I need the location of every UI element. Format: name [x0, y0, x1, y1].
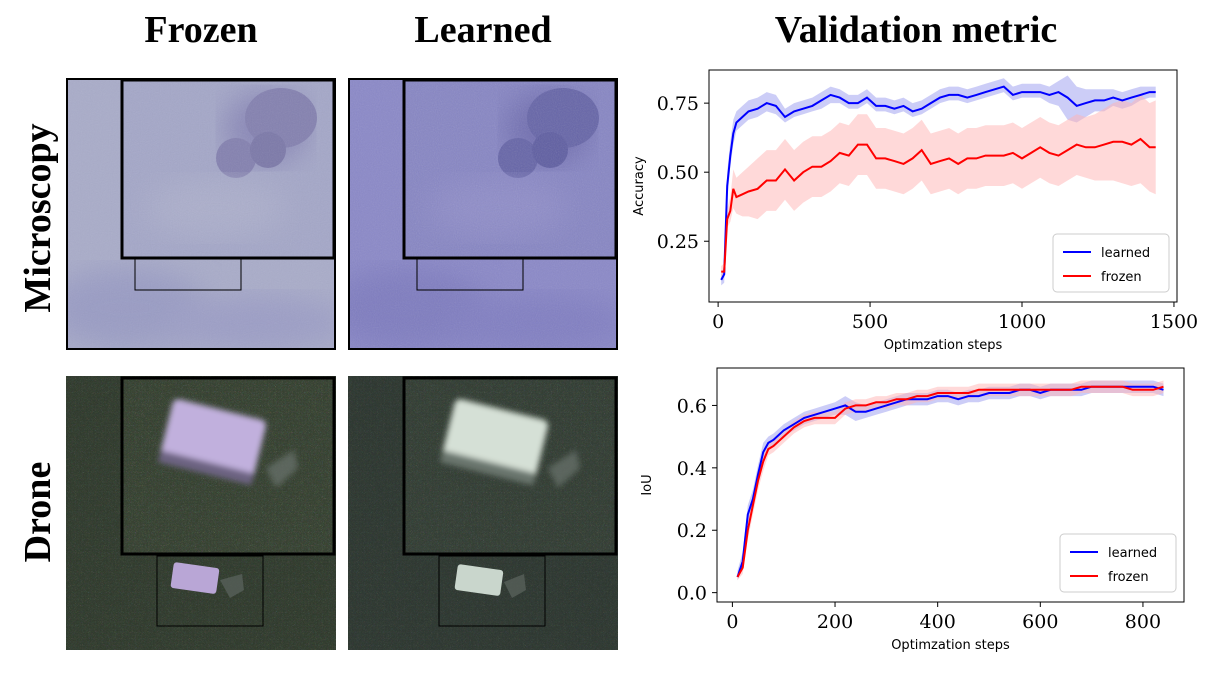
iou-legend-label-frozen: frozen [1108, 570, 1149, 585]
drone-learned-image [348, 376, 618, 650]
drone-frozen-image [66, 376, 336, 650]
iou-xtick-label: 200 [817, 611, 853, 633]
accuracy-xtick-label: 0 [712, 311, 724, 333]
iou-ytick-label: 0.0 [677, 583, 707, 605]
accuracy-line-learned [720, 85, 1156, 281]
accuracy-xtick-label: 1500 [1150, 311, 1198, 333]
iou-xtick-label: 0 [726, 611, 738, 633]
accuracy-ylabel: Accuracy [632, 156, 647, 216]
iou-xtick-label: 800 [1125, 611, 1161, 633]
iou-line-learned [736, 385, 1164, 578]
accuracy-ytick-label: 0.75 [657, 93, 699, 115]
accuracy-xtick-label: 1000 [998, 311, 1046, 333]
accuracy-line-frozen [721, 137, 1156, 273]
microscopy-frozen-image [66, 78, 336, 350]
accuracy-xlabel: Optimzation steps [884, 338, 1003, 353]
iou-xtick-label: 400 [920, 611, 956, 633]
column-title-validation-metric: Validation metric [774, 9, 1058, 51]
column-title-frozen: Frozen [144, 9, 258, 51]
iou-ytick-label: 0.2 [677, 520, 707, 542]
accuracy-band-frozen [721, 94, 1156, 278]
accuracy-band-learned [721, 75, 1156, 286]
iou-legend [1059, 533, 1177, 593]
accuracy-ytick-label: 0.50 [657, 162, 699, 184]
column-title-learned: Learned [414, 9, 552, 51]
microscopy-learned-image [348, 78, 618, 350]
accuracy-legend-label-frozen: frozen [1101, 270, 1142, 285]
iou-ytick-label: 0.6 [677, 395, 707, 417]
accuracy-xtick-label: 500 [852, 311, 888, 333]
iou-legend-label-learned: learned [1108, 546, 1157, 561]
iou-xtick-label: 600 [1022, 611, 1058, 633]
iou-line-frozen [736, 385, 1164, 578]
iou-ytick-label: 0.4 [677, 458, 707, 480]
accuracy-legend-label-learned: learned [1101, 246, 1150, 261]
accuracy-frame [708, 69, 1178, 303]
iou-frame [716, 367, 1185, 603]
accuracy-ytick-label: 0.25 [657, 231, 699, 253]
accuracy-legend [1052, 233, 1170, 293]
iou-ylabel: IoU [640, 474, 655, 495]
iou-xlabel: Optimzation steps [891, 638, 1010, 653]
